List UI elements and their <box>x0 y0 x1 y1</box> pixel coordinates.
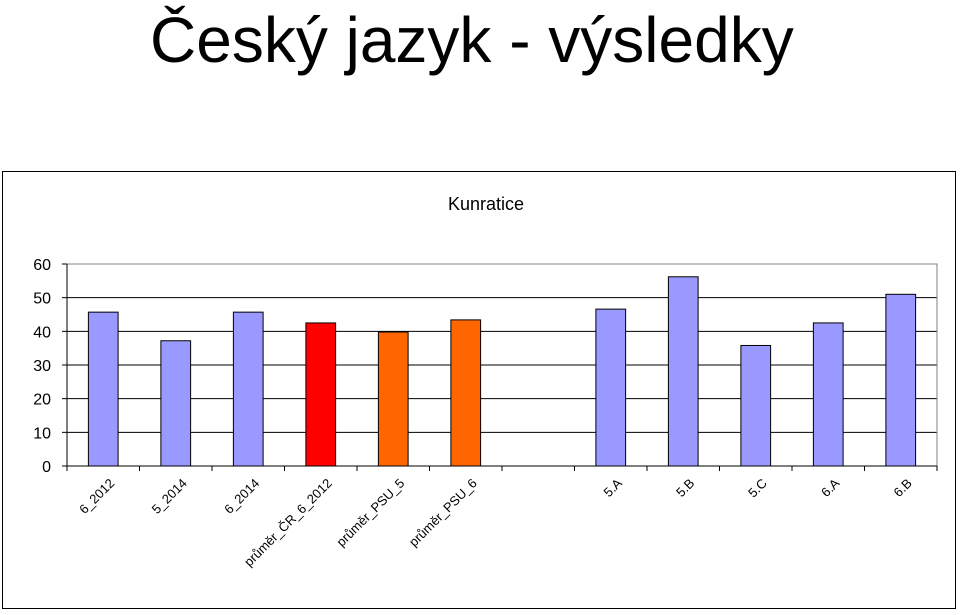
bar-2 <box>232 311 264 467</box>
x-category-label: 6_2012 <box>76 476 117 517</box>
x-category-label: průměr_PSU_6 <box>406 476 480 550</box>
y-tick-label: 0 <box>42 459 51 476</box>
bars-layer <box>87 276 917 467</box>
x-category-label: 6.A <box>818 475 843 500</box>
chart-frame: Kunratice 0 10 20 30 40 50 60 6_2012 5_2014 6_20… <box>2 171 956 609</box>
x-category-label: 5_2014 <box>149 476 190 517</box>
bar-11 <box>885 293 917 467</box>
bar-4 <box>377 331 409 467</box>
y-tick-label: 20 <box>33 392 51 409</box>
grid-layer <box>67 263 937 433</box>
axis-layer <box>62 263 938 471</box>
bar-7 <box>595 308 627 467</box>
bar-9 <box>740 344 772 467</box>
y-tick-label: 10 <box>33 425 51 442</box>
y-tick-label: 60 <box>33 257 51 274</box>
bar-10 <box>812 322 844 467</box>
bar-5 <box>450 319 482 467</box>
y-tick-label: 40 <box>33 324 51 341</box>
bar-8 <box>667 276 699 467</box>
y-tick-label: 50 <box>33 291 51 308</box>
x-category-label: 6_2014 <box>221 476 262 517</box>
x-category-labels: 6_2012 5_2014 6_2014průměr_ČR_6_2012průměr… <box>76 475 915 569</box>
chart-title: Kunratice <box>448 194 524 214</box>
bar-3 <box>305 322 337 467</box>
x-category-label: 6.B <box>890 476 914 500</box>
bar-1 <box>160 340 192 467</box>
x-category-label: průměr_PSU_5 <box>333 476 407 550</box>
y-tick-labels: 0 10 20 30 40 50 60 <box>33 257 51 476</box>
y-tick-label: 30 <box>33 358 51 375</box>
bar-0 <box>87 311 119 467</box>
x-category-label: 5.A <box>600 475 625 500</box>
slide-title: Český jazyk - výsledky <box>150 4 794 76</box>
x-category-label: 5.B <box>673 476 697 500</box>
bar-chart: Kunratice 0 10 20 30 40 50 60 6_2012 5_2014 6_20… <box>33 194 938 569</box>
x-category-label: 5.C <box>745 476 770 501</box>
